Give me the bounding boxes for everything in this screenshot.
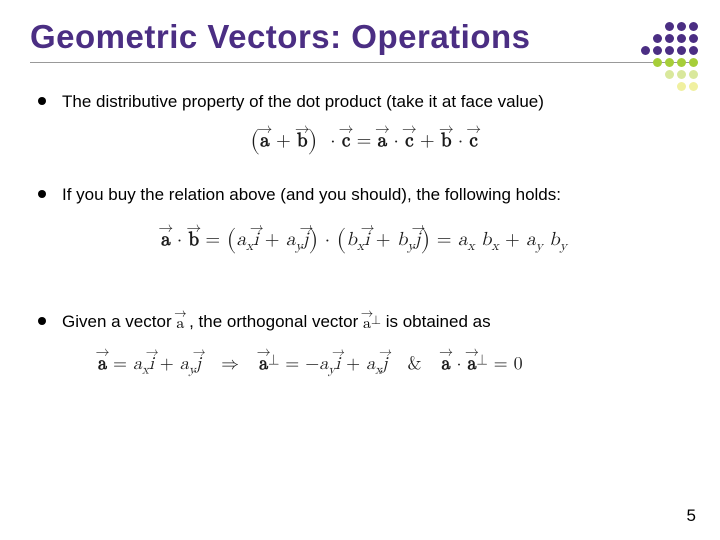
- page-title: Geometric Vectors: Operations: [30, 18, 531, 56]
- bullet-icon: [38, 317, 46, 325]
- slide: Geometric Vectors: Operations The distri…: [0, 0, 720, 540]
- bullet-item: The distributive property of the dot pro…: [38, 91, 690, 113]
- bullet-item: Given a vector a , the orthogonal vector…: [38, 311, 690, 334]
- bullet-list: The distributive property of the dot pro…: [30, 91, 690, 379]
- bullet-icon: [38, 97, 46, 105]
- bullet-text: The distributive property of the dot pro…: [62, 91, 544, 113]
- title-row: Geometric Vectors: Operations: [30, 18, 690, 63]
- equation-distributive: (a + b) · c = a · c + b · c: [38, 123, 690, 154]
- bullet-text-fragment: , the orthogonal vector: [189, 312, 363, 331]
- bullet-text: Given a vector a , the orthogonal vector…: [62, 311, 491, 334]
- equation-expansion: a · b = (axi + ayj) · (bxi + byj) = ax b…: [38, 222, 690, 255]
- bullet-text-fragment: Given a vector: [62, 312, 176, 331]
- bullet-text: If you buy the relation above (and you s…: [62, 184, 561, 206]
- bullet-icon: [38, 190, 46, 198]
- vector-a-perp-symbol: a⊥: [363, 313, 381, 335]
- vector-a-symbol: a: [176, 314, 184, 335]
- equation-orthogonal: a = axi + ayj ⇒ a⊥ = −ayi + axj & a · a⊥…: [38, 352, 690, 379]
- bullet-text-fragment: is obtained as: [386, 312, 491, 331]
- bullet-item: If you buy the relation above (and you s…: [38, 184, 690, 206]
- decorative-dot-grid: [641, 22, 700, 93]
- page-number: 5: [687, 506, 696, 526]
